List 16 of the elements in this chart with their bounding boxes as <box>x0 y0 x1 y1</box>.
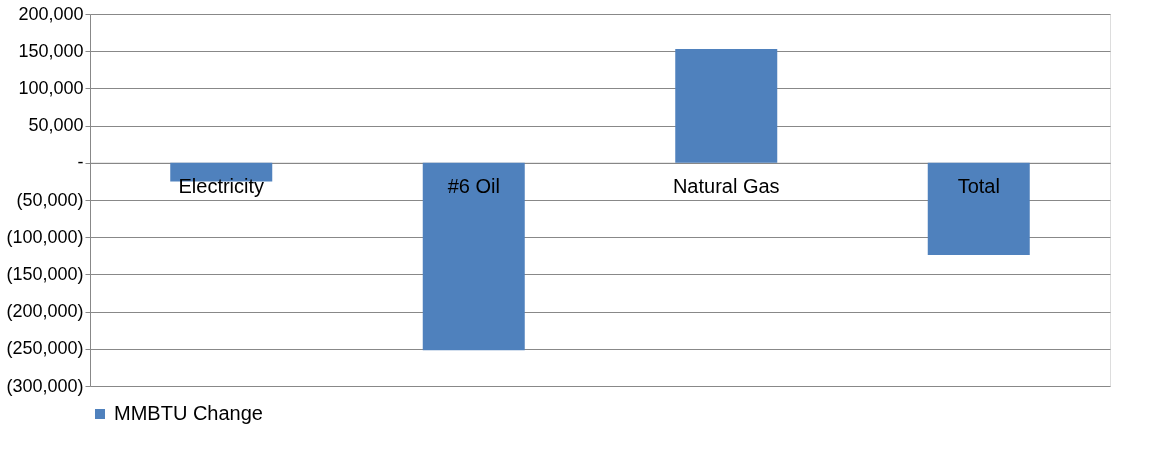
legend-label: MMBTU Change <box>114 402 263 424</box>
y-tick-label: 100,000 <box>18 77 84 98</box>
y-tick-label: - <box>77 152 84 173</box>
y-tick-label: (200,000) <box>6 301 84 322</box>
x-tick-label: #6 Oil <box>447 174 500 197</box>
y-tick-label: (150,000) <box>6 263 84 284</box>
x-tick-label: Total <box>957 174 1000 197</box>
x-tick-label: Electricity <box>178 174 265 197</box>
y-tick-label: (50,000) <box>16 189 84 210</box>
y-tick-label: 150,000 <box>18 40 84 61</box>
y-tick-label: (100,000) <box>6 226 84 247</box>
x-tick-label: Natural Gas <box>672 174 780 197</box>
y-tick-label: 200,000 <box>18 3 84 24</box>
y-tick-label: (250,000) <box>6 338 84 359</box>
y-tick-label: 50,000 <box>28 115 84 136</box>
y-tick-label: (300,000) <box>6 375 84 396</box>
